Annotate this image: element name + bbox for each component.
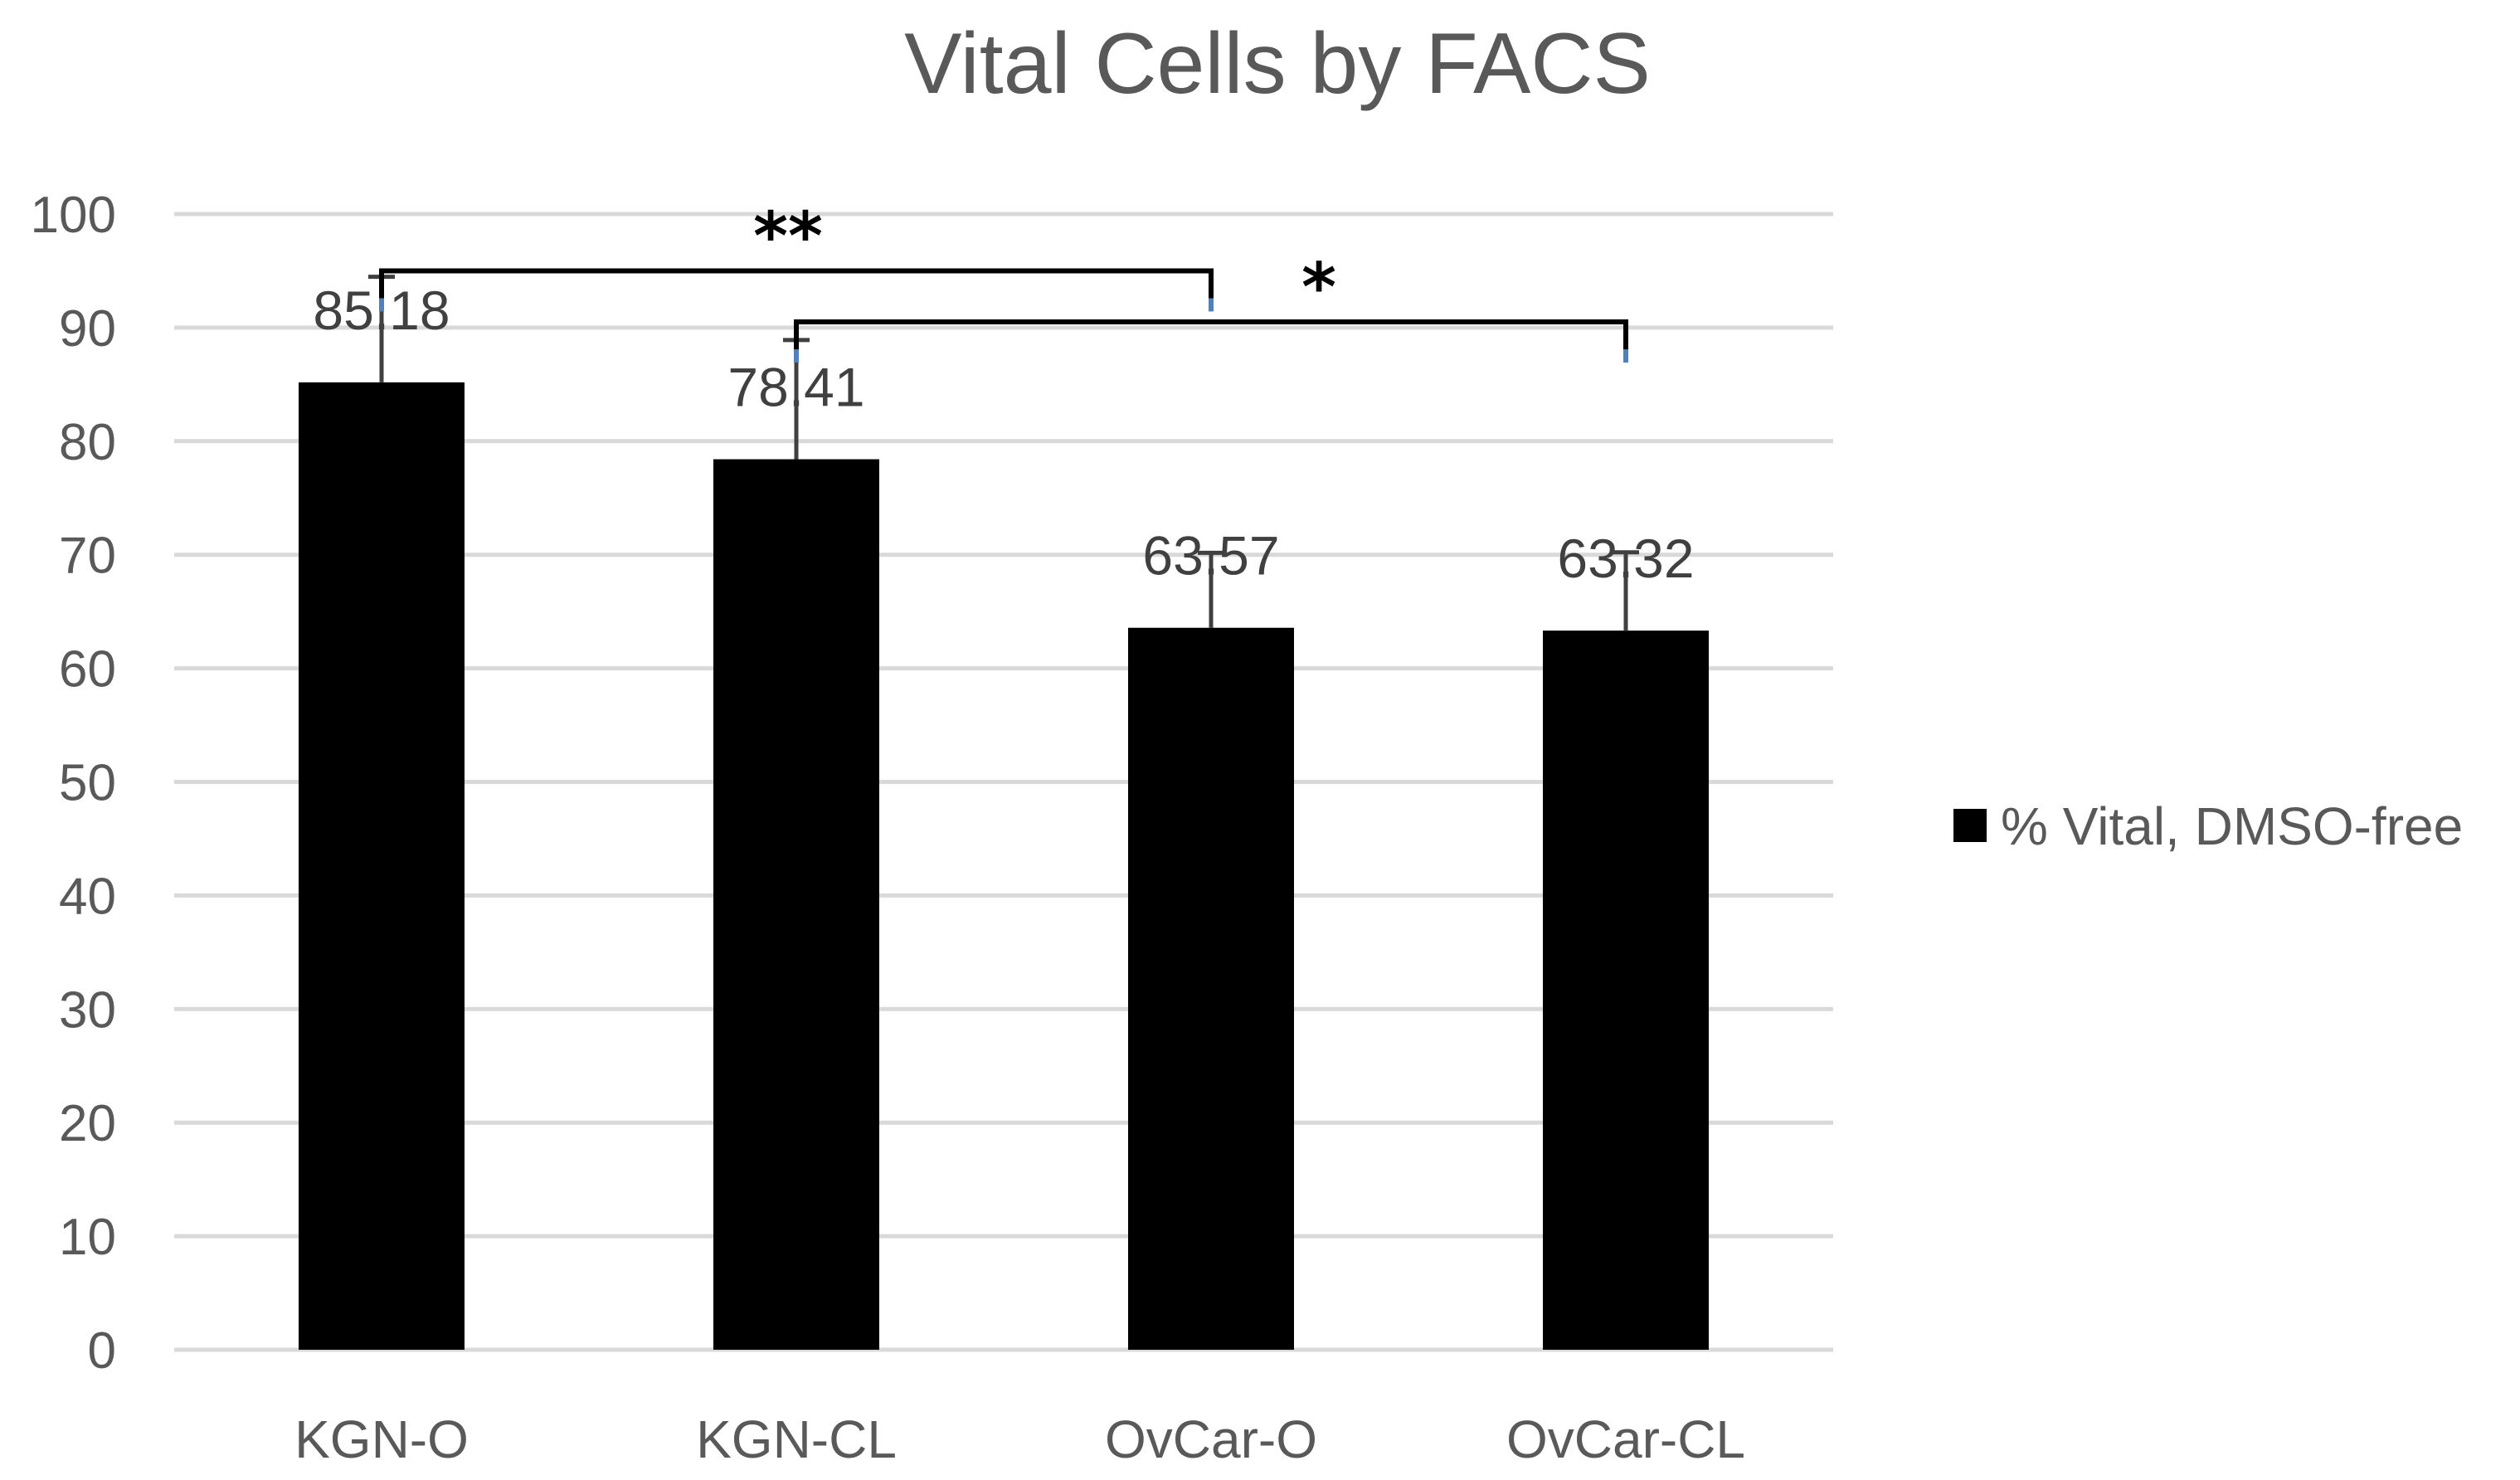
y-tick-label-20: 20 <box>59 1095 116 1152</box>
y-tick-label-90: 90 <box>59 300 116 358</box>
category-label-KGN-CL: KGN-CL <box>696 1409 897 1469</box>
x-axis-category-labels: KGN-O KGN-CL OvCar-O OvCar-CL <box>294 1409 1745 1469</box>
y-tick-label-50: 50 <box>59 755 116 812</box>
category-label-KGN-O: KGN-O <box>294 1409 469 1469</box>
chart-title: Vital Cells by FACS <box>904 16 1651 112</box>
y-tick-label-70: 70 <box>59 528 116 585</box>
bar-KGN-CL <box>713 459 879 1350</box>
error-bars <box>368 275 1639 631</box>
data-label-OvCar-O: 63.57 <box>1142 525 1279 587</box>
y-tick-label-60: 60 <box>59 641 116 699</box>
y-tick-label-40: 40 <box>59 868 116 925</box>
category-label-OvCar-O: OvCar-O <box>1105 1409 1317 1469</box>
significance-bracket-2 <box>794 319 1628 360</box>
bar-OvCar-CL <box>1543 630 1709 1350</box>
y-tick-label-30: 30 <box>59 981 116 1039</box>
category-label-OvCar-CL: OvCar-CL <box>1506 1409 1745 1469</box>
y-tick-label-0: 0 <box>88 1322 116 1380</box>
bar-KGN-O <box>299 382 465 1351</box>
y-axis-tick-labels: 0 10 20 30 40 50 60 70 80 90 100 <box>31 187 116 1380</box>
legend: % Vital, DMSO-free <box>1953 796 2463 856</box>
bar-OvCar-O <box>1128 627 1294 1350</box>
significance-bracket-1 <box>379 268 1214 309</box>
data-label-OvCar-CL: 63.32 <box>1557 528 1694 589</box>
y-tick-label-80: 80 <box>59 414 116 471</box>
legend-swatch <box>1953 809 1987 842</box>
significance-label-1: ** <box>753 197 823 275</box>
y-tick-label-10: 10 <box>59 1209 116 1266</box>
significance-brackets: *** <box>379 197 1628 363</box>
significance-label-2: * <box>1301 249 1336 326</box>
data-label-KGN-CL: 78.41 <box>727 357 864 418</box>
legend-label: % Vital, DMSO-free <box>2001 796 2463 856</box>
y-tick-label-100: 100 <box>31 187 116 244</box>
bars <box>299 382 1709 1351</box>
